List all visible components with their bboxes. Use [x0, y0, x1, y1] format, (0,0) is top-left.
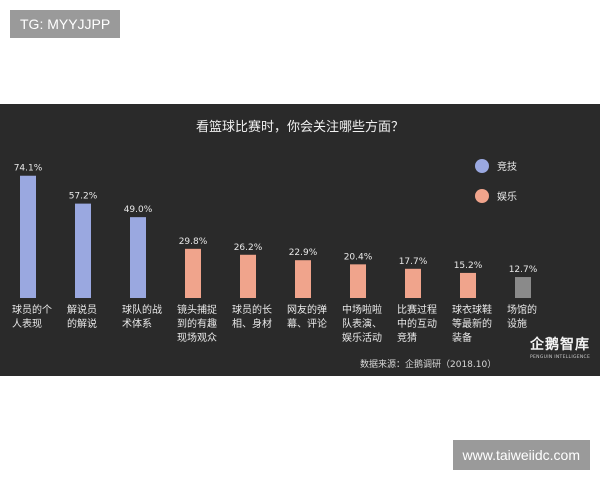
bar-7: [350, 264, 366, 298]
category-label-4: 镜头捕捉到的有趣现场观众: [177, 303, 217, 344]
value-label-8: 17.7%: [399, 257, 428, 267]
chart-title: 看篮球比赛时，你会关注哪些方面？: [195, 120, 404, 135]
category-label-10: 场馆的设施: [507, 303, 537, 330]
category-label-6: 网友的弹幕、评论: [287, 303, 327, 330]
category-label-2: 解说员的解说: [67, 303, 97, 330]
category-label-8: 比赛过程中的互动竞猜: [397, 303, 437, 344]
bar-chart: 74.1% 球员的个人表现 57.2% 解说员的解说 49.0% 球队的战术体系 29.8%…: [12, 164, 538, 344]
legend-item-entertainment: 娱乐: [475, 188, 517, 203]
bar-10: [515, 277, 531, 298]
data-source-note: 数据来源：企鹅调研（2018.10）: [360, 360, 497, 370]
value-label-6: 22.9%: [289, 248, 318, 258]
value-label-9: 15.2%: [454, 261, 483, 271]
bar-5: [240, 254, 256, 298]
category-label-9: 球衣球鞋等最新的装备: [452, 303, 492, 344]
value-label-5: 26.2%: [234, 243, 263, 253]
category-label-5: 球员的长相、身材: [232, 303, 272, 330]
logo-subtitle: PENGUIN INTELLIGENCE: [530, 355, 591, 360]
bar-9: [460, 272, 476, 298]
legend-label-entertainment: 娱乐: [497, 192, 517, 203]
value-label-10: 12.7%: [509, 265, 538, 275]
bar-4: [185, 248, 201, 298]
watermark-tag-bottom: www.taiweiidc.com: [452, 440, 590, 470]
value-label-3: 49.0%: [124, 205, 153, 215]
logo-name: 企鹅智库: [530, 337, 590, 353]
bar-1: [20, 175, 36, 298]
penguin-intelligence-logo: 企鹅智库 PENGUIN INTELLIGENCE: [530, 334, 590, 360]
watermark-tag-top: TG: MYYJJPP: [10, 10, 121, 38]
bar-2: [75, 203, 91, 298]
category-label-1: 球员的个人表现: [12, 303, 52, 330]
legend-swatch-sports: [475, 158, 489, 173]
value-label-7: 20.4%: [344, 252, 373, 262]
value-label-1: 74.1%: [14, 164, 43, 174]
category-label-7: 中场啦啦队表演、娱乐活动: [342, 303, 382, 344]
legend-label-sports: 竞技: [497, 162, 517, 173]
value-label-2: 57.2%: [69, 192, 98, 202]
legend-item-sports: 竞技: [475, 158, 517, 173]
chart-panel: 看篮球比赛时，你会关注哪些方面？ 74.1% 球员的个人表现 57.2% 解说员的解说…: [0, 104, 600, 376]
category-label-3: 球队的战术体系: [122, 303, 162, 330]
value-label-4: 29.8%: [179, 237, 208, 247]
bar-3: [130, 217, 146, 298]
bar-8: [405, 268, 421, 298]
bar-6: [295, 260, 311, 298]
legend-swatch-entertainment: [475, 188, 489, 203]
